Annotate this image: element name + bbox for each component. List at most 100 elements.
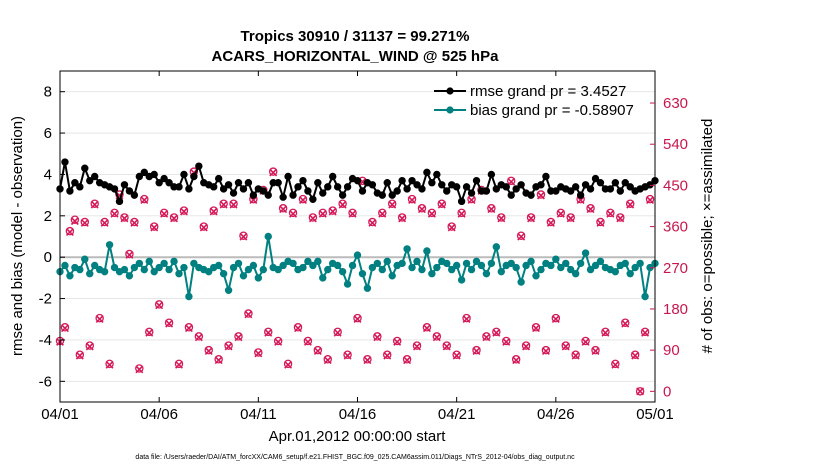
obs-assimilated-marker (556, 209, 565, 218)
rmse-point (324, 183, 332, 191)
rmse-point (646, 181, 654, 189)
bias-point (413, 257, 421, 266)
rmse-point (338, 191, 347, 199)
obs-possible-marker (363, 355, 372, 364)
bias-point (423, 247, 431, 255)
obs-possible-marker (60, 323, 70, 332)
bias-point (428, 270, 436, 278)
obs-assimilated-marker (591, 347, 600, 356)
bias-point (145, 257, 153, 266)
obs-assimilated-marker (298, 196, 307, 205)
obs-possible-marker (110, 208, 119, 218)
obs-assimilated-marker (90, 200, 99, 209)
obs-possible-marker (318, 208, 328, 218)
legend-bias-marker (446, 106, 454, 114)
bias-point (81, 255, 89, 263)
obs-possible-marker (333, 327, 342, 337)
obs-possible-marker (75, 350, 85, 359)
obs-possible-marker (516, 231, 526, 240)
obs-assimilated-marker (546, 218, 555, 227)
obs-possible-marker (407, 194, 417, 204)
rmse-point (517, 181, 525, 189)
y-left-tick-label-3: 2 (44, 208, 52, 225)
rmse-point (403, 185, 411, 193)
rmse-point (621, 179, 629, 187)
rmse-point (234, 179, 243, 187)
obs-possible-marker (536, 190, 546, 199)
bias-point (91, 261, 99, 270)
bias-point (547, 261, 555, 270)
obs-assimilated-marker (457, 209, 466, 218)
y-right-tick-label-2: 450 (663, 177, 688, 194)
obs-possible-marker (323, 355, 332, 364)
bias-point (229, 263, 238, 272)
bias-point (641, 292, 649, 301)
bias-point (239, 272, 248, 280)
obs-assimilated-marker (234, 333, 243, 342)
obs-possible-marker (457, 208, 466, 218)
bias-point (348, 261, 357, 270)
obs-assimilated-marker (100, 218, 109, 227)
bias-point (304, 257, 312, 266)
obs-assimilated-marker (75, 351, 84, 360)
obs-assimilated-marker (80, 218, 89, 227)
obs-possible-marker (209, 206, 218, 215)
obs-assimilated-marker (487, 205, 496, 214)
obs-possible-marker (382, 350, 392, 359)
rmse-point (418, 185, 426, 193)
y-right-axis-label: # of obs: o=possible; ×=assimilated (699, 119, 716, 354)
rmse-point (110, 185, 119, 193)
y-left-tick-label-1: 6 (44, 125, 52, 142)
bias-point (581, 249, 590, 257)
rmse-point (329, 172, 337, 181)
y-left-tick-label-4: 0 (44, 249, 52, 266)
bias-point (492, 243, 501, 251)
bias-point (205, 267, 213, 276)
obs-assimilated-marker (616, 214, 625, 223)
obs-assimilated-marker (85, 342, 94, 351)
obs-possible-marker (422, 323, 432, 332)
bias-point (631, 263, 639, 272)
obs-possible-marker (283, 359, 293, 369)
obs-assimilated-marker (551, 315, 560, 323)
rmse-point (195, 162, 203, 170)
rmse-point (294, 183, 302, 191)
grid (60, 91, 655, 382)
bias-point (418, 265, 426, 274)
rmse-point (125, 187, 134, 195)
rmse-point (284, 172, 292, 181)
bias-point (254, 274, 263, 282)
rmse-point (130, 191, 139, 199)
obs-possible-marker (601, 327, 610, 337)
obs-assimilated-marker (368, 218, 377, 227)
obs-possible-marker (199, 222, 209, 231)
rmse-point (443, 187, 451, 195)
obs-possible-marker (239, 231, 248, 240)
obs-possible-marker (204, 345, 213, 355)
bias-point (299, 263, 307, 272)
obs-possible-marker (130, 217, 139, 227)
bias-point (368, 263, 377, 272)
rmse-point (537, 181, 545, 189)
obs-possible-marker (149, 222, 159, 231)
obs-possible-marker (140, 194, 149, 204)
obs-assimilated-marker (517, 232, 526, 241)
obs-possible-marker (144, 327, 154, 337)
obs-assimilated-marker (353, 315, 362, 323)
bias-point (61, 261, 69, 270)
obs-possible-marker (392, 336, 402, 346)
obs-assimilated-marker (442, 342, 451, 351)
obs-assimilated-marker (338, 200, 347, 209)
obs-assimilated-marker (373, 333, 382, 342)
rmse-point (239, 185, 248, 193)
obs-possible-marker (179, 206, 189, 215)
bias-point (264, 232, 272, 241)
bias-point (135, 259, 144, 268)
obs-possible-marker (288, 208, 298, 218)
obs-assimilated-marker (194, 333, 203, 342)
obs-assimilated-marker (536, 191, 545, 200)
obs-possible-marker (511, 355, 521, 364)
obs-assimilated-marker (641, 328, 650, 337)
obs-possible-marker (541, 345, 551, 355)
